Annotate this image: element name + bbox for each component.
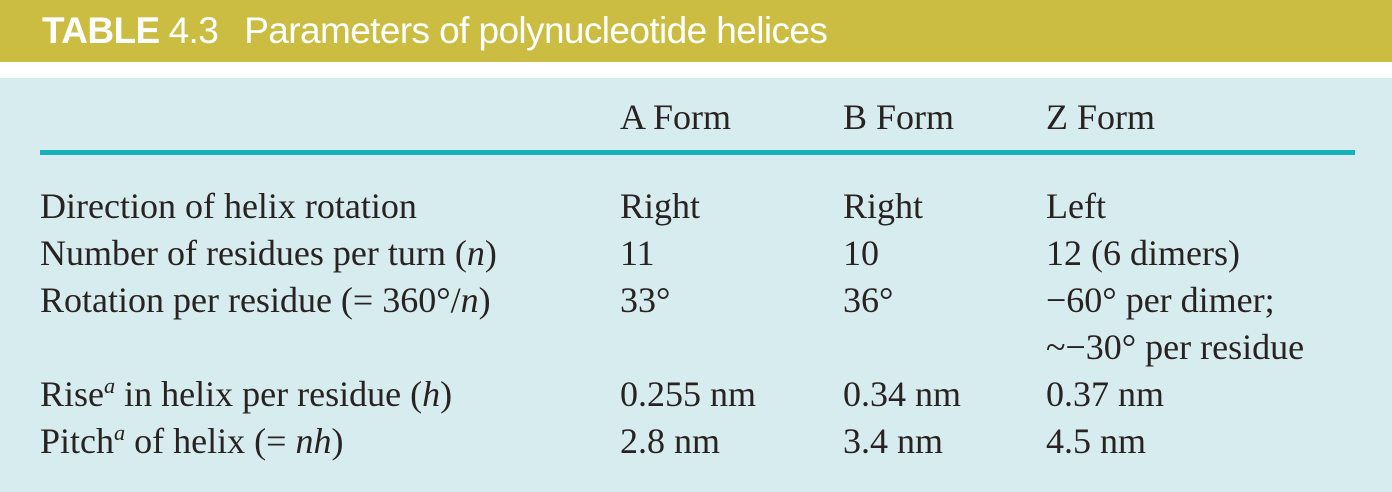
row-label: Number of residues per turn (n) (40, 232, 497, 273)
column-header-empty (40, 78, 620, 155)
row-label: Pitcha of helix (= nh) (40, 419, 344, 461)
table-row: Risea in helix per residue (h) 0.255 nm … (40, 371, 1355, 418)
cell-z-form: 0.37 nm (1046, 373, 1165, 414)
cell-a-form: 11 (620, 232, 655, 273)
cell-z-form: Left (1046, 185, 1106, 226)
table-row: Direction of helix rotation Right Right … (40, 152, 1355, 230)
table-panel: A Form B Form Z Form Direction of helix … (0, 78, 1392, 492)
column-header-row: A Form B Form Z Form (40, 78, 1355, 155)
cell-a-form: 0.255 nm (620, 373, 757, 414)
table-title: Parameters of polynucleotide helices (244, 10, 828, 51)
table-header-bar: TABLE 4.3 Parameters of polynucleotide h… (0, 0, 1392, 62)
cell-z-form: 12 (6 dimers) (1046, 232, 1240, 273)
column-header-z-form: Z Form (1046, 78, 1355, 155)
cell-a-form: 2.8 nm (620, 420, 721, 461)
cell-b-form: Right (843, 185, 924, 226)
column-header-a-form: A Form (620, 78, 843, 155)
row-label: Direction of helix rotation (40, 185, 417, 226)
row-label: Risea in helix per residue (h) (40, 372, 453, 414)
table-number: 4.3 (168, 10, 219, 51)
column-header-b-form: B Form (843, 78, 1046, 155)
table-row: Pitcha of helix (= nh) 2.8 nm 3.4 nm 4.5… (40, 418, 1355, 465)
parameters-table: A Form B Form Z Form Direction of helix … (40, 78, 1355, 465)
cell-b-form: 10 (843, 232, 879, 273)
cell-b-form: 36° (843, 279, 894, 320)
cell-b-form: 3.4 nm (843, 420, 944, 461)
header-panel-gap (0, 62, 1392, 78)
cell-a-form: Right (620, 185, 701, 226)
cell-z-form: 4.5 nm (1046, 420, 1147, 461)
row-label: Rotation per residue (= 360°/n) (40, 279, 491, 320)
table-label: TABLE (42, 10, 160, 51)
table-row: Number of residues per turn (n) 11 10 12… (40, 230, 1355, 277)
cell-a-form: 33° (620, 279, 671, 320)
cell-b-form: 0.34 nm (843, 373, 962, 414)
cell-z-form: −60° per dimer; ~−30° per residue (1046, 279, 1305, 367)
table-row: Rotation per residue (= 360°/n) 33° 36° … (40, 277, 1355, 371)
